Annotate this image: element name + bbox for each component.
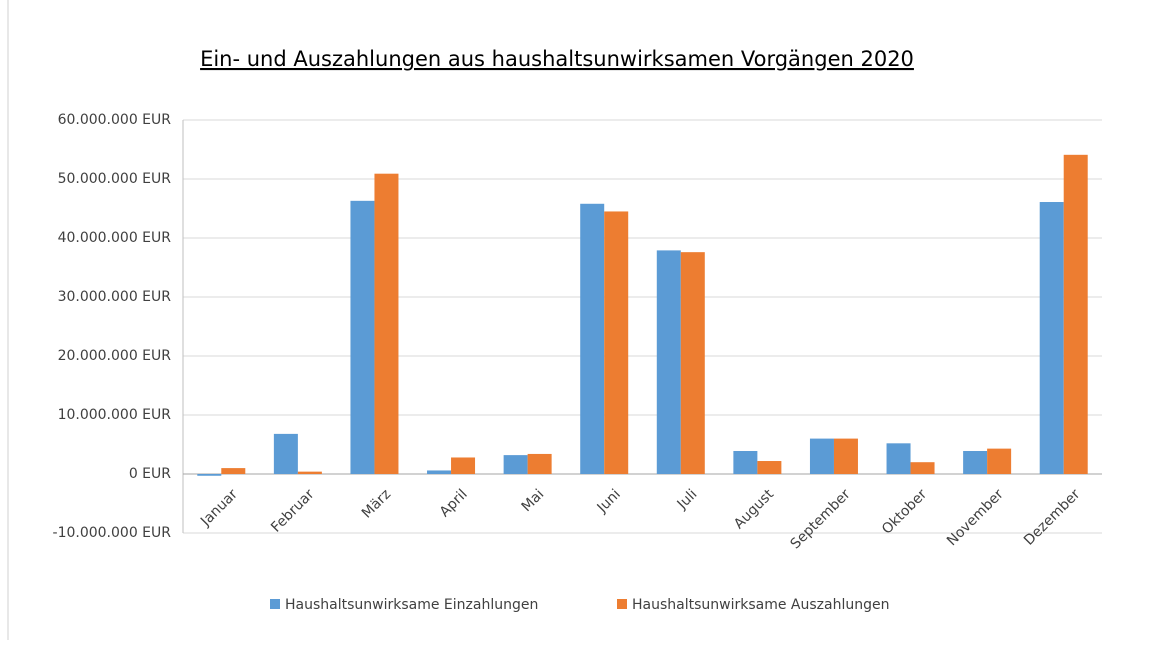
- bar: [809, 438, 834, 474]
- x-tick-label: Juni: [594, 486, 624, 516]
- bar: [987, 448, 1012, 474]
- bar: [680, 252, 705, 474]
- bar: [604, 211, 629, 474]
- y-tick-label: 20.000.000 EUR: [58, 348, 172, 364]
- legend-label: Haushaltsunwirksame Auszahlungen: [632, 597, 889, 613]
- bar: [886, 443, 911, 474]
- bar: [733, 450, 758, 474]
- bar: [221, 468, 246, 474]
- bar: [963, 450, 988, 474]
- bar: [451, 457, 476, 474]
- y-tick-label: 10.000.000 EUR: [58, 407, 172, 423]
- legend-swatch: [617, 599, 627, 609]
- x-tick-label: Oktober: [879, 486, 930, 537]
- y-tick-label: 30.000.000 EUR: [58, 289, 172, 305]
- y-tick-label: 60.000.000 EUR: [58, 112, 172, 128]
- bar: [656, 250, 681, 474]
- legend-swatch: [270, 599, 280, 609]
- bar: [527, 453, 552, 474]
- bar: [374, 173, 399, 474]
- bar: [757, 461, 782, 474]
- bar: [910, 462, 935, 474]
- x-tick-label: Dezember: [1021, 486, 1084, 549]
- bar: [1039, 202, 1064, 474]
- legend-label: Haushaltsunwirksame Einzahlungen: [285, 597, 538, 613]
- x-tick-label: August: [731, 486, 777, 532]
- bar: [273, 433, 298, 474]
- y-tick-label: 0 EUR: [129, 466, 171, 482]
- x-tick-label: Februar: [268, 486, 317, 535]
- chart-title: Ein- und Auszahlungen aus haushaltsunwir…: [200, 47, 914, 71]
- bar: [297, 471, 322, 474]
- bar: [580, 203, 605, 474]
- y-tick-label: 40.000.000 EUR: [58, 230, 172, 246]
- bar: [350, 200, 375, 474]
- bar: [197, 474, 222, 476]
- x-tick-label: November: [944, 486, 1007, 549]
- bar: [833, 438, 858, 474]
- x-tick-label: März: [359, 486, 394, 521]
- x-tick-label: Mai: [519, 486, 548, 515]
- x-tick-label: September: [788, 486, 854, 552]
- bar: [1063, 154, 1088, 474]
- x-tick-label: Januar: [197, 486, 241, 530]
- y-tick-label: -10.000.000 EUR: [53, 525, 172, 541]
- bar: [503, 455, 528, 474]
- x-tick-label: April: [437, 486, 471, 520]
- y-tick-label: 50.000.000 EUR: [58, 171, 172, 187]
- x-tick-label: Juli: [674, 486, 701, 513]
- bar: [427, 470, 452, 474]
